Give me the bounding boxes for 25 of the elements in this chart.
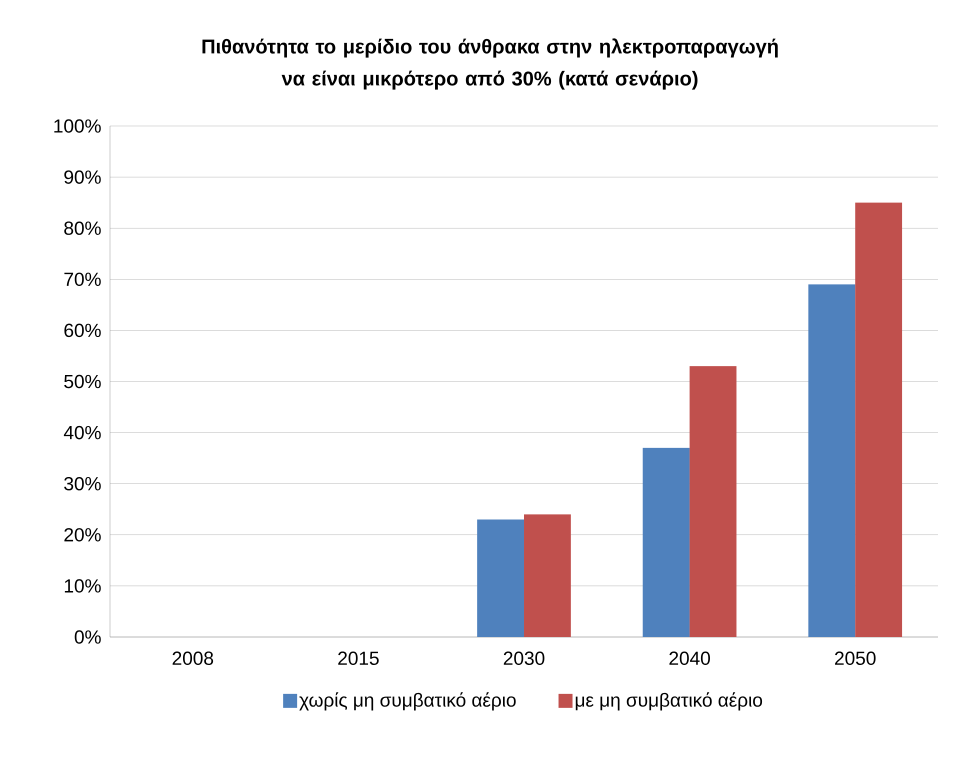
y-tick-label: 10% xyxy=(64,579,101,593)
y-tick-label: 100% xyxy=(54,119,101,133)
bar xyxy=(690,366,736,637)
bar xyxy=(524,514,571,637)
x-tick-label: 2015 xyxy=(338,652,379,665)
bar xyxy=(855,202,902,637)
bar xyxy=(808,284,856,637)
y-tick-label: 60% xyxy=(64,324,101,338)
y-tick-label: 90% xyxy=(64,170,101,184)
y-tick-label: 30% xyxy=(64,476,101,490)
bar xyxy=(642,448,690,637)
y-tick-label: 70% xyxy=(64,272,101,286)
y-tick-label: 20% xyxy=(64,528,101,542)
bar xyxy=(477,519,524,637)
legend-label: χωρίς μη συμβατικό αέριο xyxy=(299,692,516,711)
x-tick-label: 2050 xyxy=(835,652,876,665)
y-tick-label: 0% xyxy=(74,630,101,644)
x-tick-label: 2008 xyxy=(172,652,214,665)
x-tick-label: 2040 xyxy=(669,652,710,665)
legend-label: με μη συμβατικό αέριο xyxy=(576,692,762,711)
y-tick-label: 80% xyxy=(64,221,101,235)
y-tick-label: 50% xyxy=(64,374,101,388)
chart-title: Πιθανότητα το μερίδιο του άνθρακα στην ηλεκτροπαραγωγή να είναι μικρότερο από 30% (κατά σενάριο) xyxy=(202,38,778,90)
x-tick-label: 2030 xyxy=(504,652,544,665)
y-tick-label: 40% xyxy=(64,426,101,440)
